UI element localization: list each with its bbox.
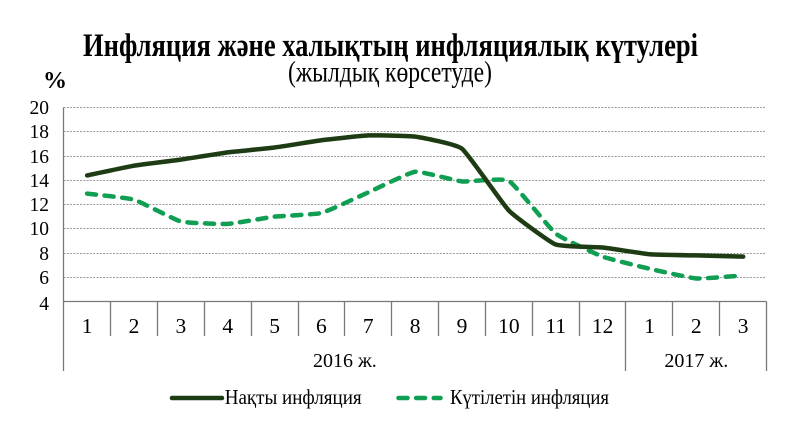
- svg-text:3: 3: [175, 314, 186, 338]
- svg-text:Күтілетін инфляция: Күтілетін инфляция: [450, 385, 609, 409]
- svg-text:20: 20: [30, 98, 50, 119]
- svg-text:Нақты инфляция: Нақты инфляция: [225, 385, 362, 409]
- svg-text:2016 ж.: 2016 ж.: [313, 350, 377, 372]
- svg-text:3: 3: [738, 314, 749, 338]
- svg-text:5: 5: [269, 314, 280, 338]
- svg-text:6: 6: [39, 268, 49, 289]
- svg-text:%: %: [43, 68, 67, 94]
- svg-text:Инфляция және халықтың инфляци: Инфляция және халықтың инфляциялық күтул…: [83, 28, 698, 64]
- svg-text:7: 7: [363, 314, 374, 338]
- svg-text:14: 14: [30, 171, 50, 192]
- svg-text:1: 1: [644, 314, 655, 338]
- svg-text:(жылдық көрсетуде): (жылдық көрсетуде): [288, 56, 492, 89]
- svg-text:12: 12: [592, 314, 614, 338]
- svg-text:8: 8: [410, 314, 421, 338]
- svg-text:11: 11: [545, 314, 566, 338]
- svg-text:18: 18: [30, 122, 50, 143]
- svg-text:4: 4: [222, 314, 233, 338]
- svg-text:2017 ж.: 2017 ж.: [664, 350, 728, 372]
- svg-text:9: 9: [457, 314, 468, 338]
- svg-text:2: 2: [129, 314, 140, 338]
- svg-text:6: 6: [316, 314, 327, 338]
- svg-text:4: 4: [39, 294, 49, 315]
- svg-text:8: 8: [39, 244, 49, 265]
- svg-text:2: 2: [691, 314, 702, 338]
- svg-text:10: 10: [498, 314, 520, 338]
- svg-text:10: 10: [30, 219, 50, 240]
- svg-text:12: 12: [30, 195, 50, 216]
- svg-text:1: 1: [82, 314, 93, 338]
- svg-text:16: 16: [30, 147, 50, 168]
